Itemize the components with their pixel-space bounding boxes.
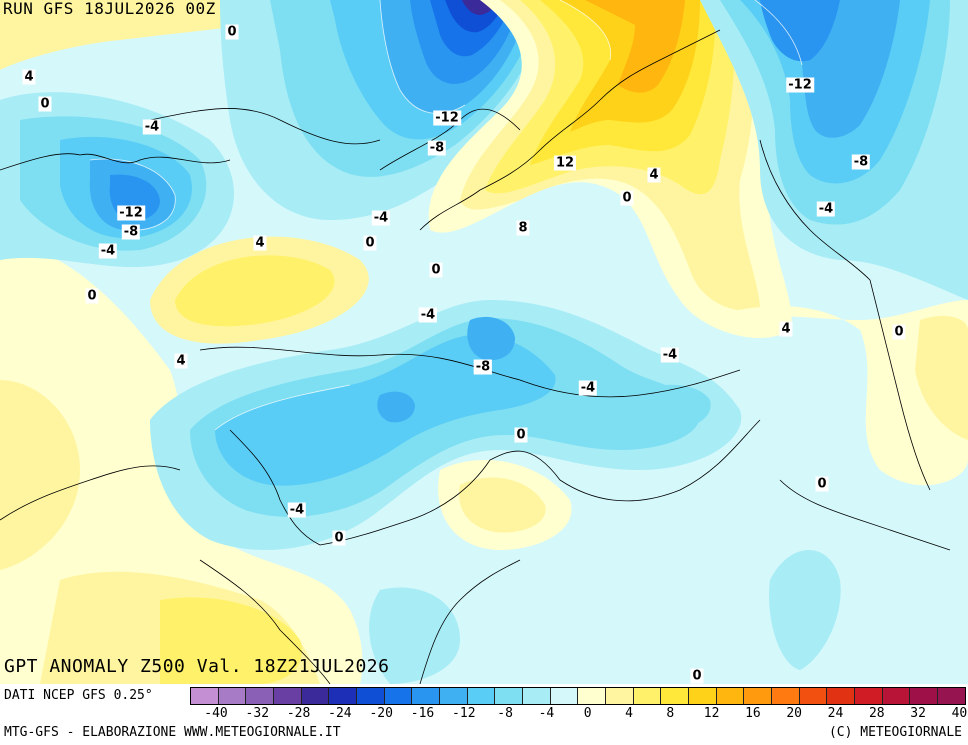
color-legend (190, 687, 966, 705)
legend-tick-label: 24 (827, 706, 844, 721)
legend-swatch (329, 688, 358, 704)
legend-tick-label: -40 (204, 706, 228, 721)
contour-label: 0 (85, 288, 99, 304)
legend-swatch (578, 688, 607, 704)
contour-label: 4 (253, 235, 267, 251)
legend-swatch (882, 688, 911, 704)
footer: DATI NCEP GFS 0.25° -40 -32 -28 -24 -20 -16 -1… (0, 684, 968, 745)
contour-label: 0 (332, 530, 346, 546)
legend-swatch (191, 688, 219, 704)
legend-swatch (523, 688, 551, 704)
legend-tick-label: -4 (538, 706, 555, 721)
legend-swatch (799, 688, 828, 704)
contour-label: 0 (892, 324, 906, 340)
contour-label: -8 (121, 224, 141, 240)
contour-label: 0 (225, 24, 239, 40)
contour-label: 4 (22, 69, 36, 85)
contour-label: 0 (690, 668, 704, 684)
legend-tick-label: 12 (703, 706, 720, 721)
legend-swatch (218, 688, 247, 704)
legend-tick-label: -24 (328, 706, 352, 721)
contour-label: 0 (363, 235, 377, 251)
legend-swatch (716, 688, 745, 704)
contour-label: 0 (38, 96, 52, 112)
copyright-label: (C) METEOGIORNALE (828, 725, 962, 740)
legend-tick-label: 0 (583, 706, 592, 721)
contour-label: 0 (514, 427, 528, 443)
legend-swatch (274, 688, 302, 704)
legend-tick-label: 16 (745, 706, 761, 721)
legend-swatch (744, 688, 773, 704)
contour-label: -12 (786, 77, 814, 93)
contour-label: -12 (117, 205, 145, 221)
legend-tick-label: -12 (452, 706, 476, 721)
contour-label: -8 (473, 359, 493, 375)
legend-swatch (357, 688, 385, 704)
map-field (0, 0, 968, 684)
legend-swatch (661, 688, 690, 704)
legend-tick-label: 40 (951, 706, 968, 721)
legend-tick-label: -32 (245, 706, 270, 721)
legend-tick-label: -16 (410, 706, 435, 721)
legend-swatch (633, 688, 662, 704)
contour-label: -8 (851, 154, 871, 170)
legend-swatch (689, 688, 717, 704)
legend-swatch (910, 688, 939, 704)
legend-swatch (467, 688, 496, 704)
contour-label: 4 (174, 353, 188, 369)
credit-label: MTG-GFS - ELABORAZIONE WWW.METEOGIORNALE… (4, 725, 341, 740)
legend-tick-label: -20 (369, 706, 393, 721)
contour-label: -4 (142, 119, 162, 135)
map-title: GPT ANOMALY Z500 Val. 18Z21JUL2026 (4, 656, 390, 677)
contour-label: -4 (418, 307, 438, 323)
contour-label: -4 (578, 380, 598, 396)
legend-swatch (772, 688, 800, 704)
legend-swatch (440, 688, 468, 704)
contour-label: 8 (516, 220, 530, 236)
legend-tick-label: 20 (786, 706, 803, 721)
contour-label: -8 (427, 140, 447, 156)
contour-label: -4 (371, 210, 391, 226)
legend-swatch (606, 688, 634, 704)
contour-label: 12 (553, 155, 577, 171)
legend-swatch (827, 688, 856, 704)
legend-tick-label: -28 (286, 706, 311, 721)
contour-label: -4 (816, 201, 836, 217)
legend-tick-label: 4 (625, 706, 633, 721)
legend-swatch (301, 688, 330, 704)
contour-label: 0 (429, 262, 443, 278)
legend-tick-label: -8 (497, 706, 513, 721)
anomaly-map: RUN GFS 18JUL2026 00Z GPT ANOMALY Z500 V… (0, 0, 968, 685)
contour-label: -4 (287, 502, 307, 518)
contour-label: -4 (98, 243, 118, 259)
contour-label: 0 (620, 190, 634, 206)
legend-tick-label: 32 (910, 706, 926, 721)
contour-label: 0 (815, 476, 829, 492)
legend-swatch (384, 688, 413, 704)
legend-swatch (550, 688, 579, 704)
contour-label: -4 (660, 347, 680, 363)
legend-tick-label: 28 (868, 706, 885, 721)
data-source-label: DATI NCEP GFS 0.25° (4, 688, 153, 703)
legend-ticks: -40 -32 -28 -24 -20 -16 -12 -8 -4 0 4 8 12 16 20 24 28 32… (190, 706, 968, 724)
legend-tick-label: 8 (666, 706, 675, 721)
legend-swatch (412, 688, 441, 704)
legend-swatch (855, 688, 883, 704)
contour-label: -12 (433, 110, 461, 126)
legend-swatch (246, 688, 275, 704)
legend-swatch (495, 688, 524, 704)
legend-swatch (938, 688, 965, 704)
contour-label: 4 (647, 167, 661, 183)
run-label: RUN GFS 18JUL2026 00Z (3, 0, 216, 18)
contour-label: 4 (779, 321, 793, 337)
